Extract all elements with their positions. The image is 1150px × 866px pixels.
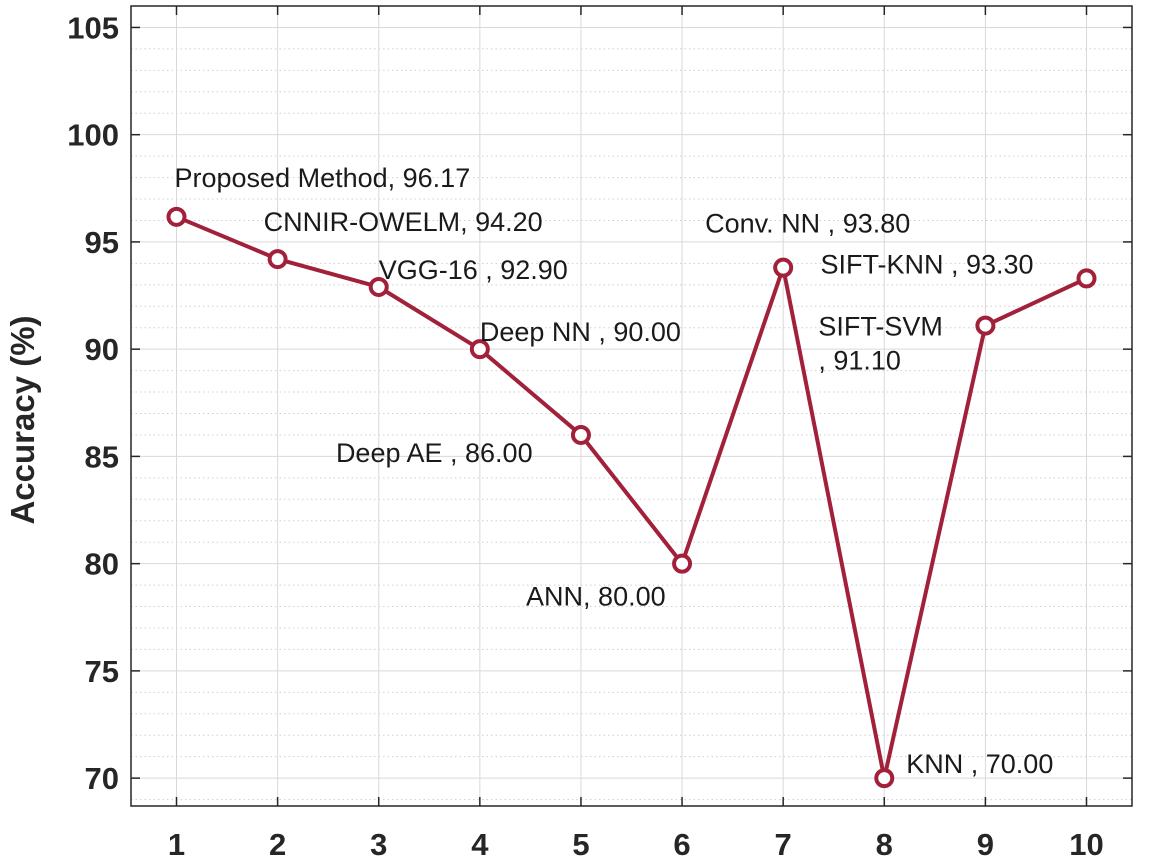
data-labels: Proposed Method, 96.17 CNNIR-OWELM, 94.20… (175, 163, 1054, 779)
y-axis-title: Accuracy (%) (4, 315, 41, 524)
y-tick-label: 105 (67, 10, 119, 45)
plot-frame (130, 5, 1133, 807)
y-tick-label: 95 (85, 225, 119, 260)
data-label: Deep NN , 90.00 (480, 317, 681, 347)
data-point (469, 339, 490, 360)
x-tick-label: 6 (673, 827, 690, 862)
data-label: ANN, 80.00 (526, 582, 666, 612)
data-point (874, 768, 895, 789)
data-label: Deep AE , 86.00 (336, 438, 533, 468)
data-label: VGG-16 , 92.90 (379, 255, 568, 285)
data-series (166, 206, 1097, 789)
data-point (773, 257, 794, 278)
x-tick-label: 4 (471, 827, 489, 862)
data-point (368, 276, 389, 297)
axes: 70 75 80 85 90 95 100 105 1 2 3 4 5 6 7 8 9 10 (67, 5, 1133, 862)
data-point (1076, 268, 1097, 289)
data-point (672, 553, 693, 574)
x-tick-label: 2 (269, 827, 286, 862)
data-label: KNN , 70.00 (906, 749, 1053, 779)
grid (131, 5, 1132, 806)
data-point (166, 206, 187, 227)
data-label: SIFT-SVM (818, 312, 943, 342)
y-tick-label: 75 (85, 654, 119, 689)
y-tick-label: 80 (85, 547, 119, 582)
data-point (570, 424, 591, 445)
x-tick-label: 9 (977, 827, 994, 862)
x-tick-label: 8 (876, 827, 893, 862)
x-tick-label: 7 (775, 827, 792, 862)
y-tick-label: 85 (85, 439, 119, 474)
x-tick-label: 10 (1069, 827, 1103, 862)
y-tick-label: 100 (67, 118, 119, 153)
series-line (175, 214, 1088, 781)
x-tick-label: 3 (370, 827, 387, 862)
data-point (975, 315, 996, 336)
data-label: SIFT-KNN , 93.30 (821, 249, 1034, 279)
y-tick-label: 70 (85, 761, 119, 796)
data-label: Proposed Method, 96.17 (175, 163, 471, 193)
data-label: Conv. NN , 93.80 (705, 209, 910, 239)
data-label: , 91.10 (818, 346, 901, 376)
x-tick-label: 5 (572, 827, 589, 862)
x-tick-label: 1 (168, 827, 185, 862)
data-label: CNNIR-OWELM, 94.20 (264, 207, 543, 237)
data-point (267, 249, 288, 270)
y-tick-label: 90 (85, 332, 119, 367)
